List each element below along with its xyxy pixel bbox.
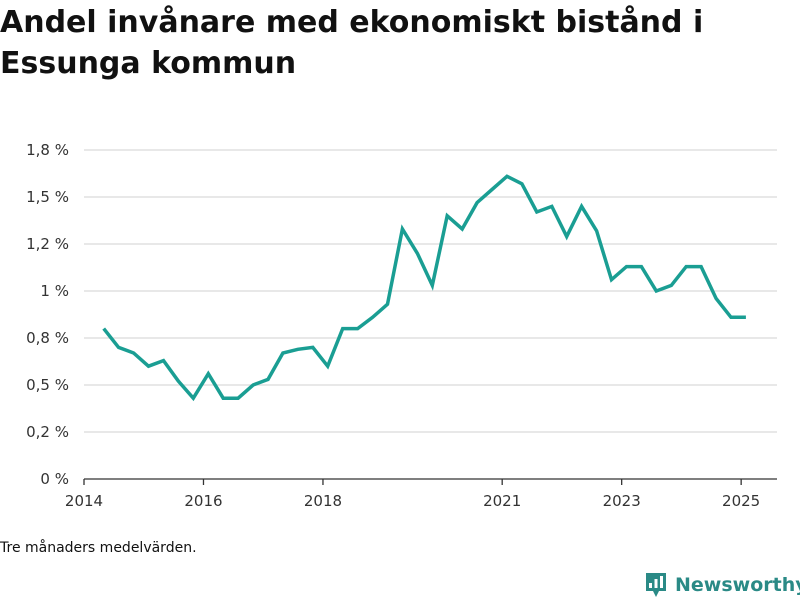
bar-chart-badge-icon	[646, 573, 666, 597]
y-tick-label: 1 %	[40, 282, 69, 300]
y-tick-label: 1,8 %	[26, 141, 69, 159]
x-tick-label: 2018	[304, 492, 342, 510]
y-tick-label: 0,2 %	[26, 423, 69, 441]
y-tick-label: 0 %	[40, 470, 69, 488]
x-tick-label: 2016	[184, 492, 222, 510]
x-tick-label: 2025	[722, 492, 760, 510]
x-tick-label: 2023	[603, 492, 641, 510]
brand-logo[interactable]: Newsworthy	[644, 570, 800, 600]
chart-title: Andel invånare med ekonomiskt bistånd i …	[0, 5, 704, 81]
series-line	[102, 174, 746, 402]
brand-name: Newsworthy	[675, 574, 800, 596]
series-group	[102, 174, 746, 402]
x-tick-label: 2021	[483, 492, 521, 510]
y-tick-label: 1,5 %	[26, 188, 69, 206]
line-chart: 0 % 0,2 % 0,5 % 0,8 % 1 % 1,2 % 1,5 % 1,8 % 201…	[26, 141, 777, 510]
y-axis-tick-labels: 0 % 0,2 % 0,5 % 0,8 % 1 % 1,2 % 1,5 % 1,8 %	[26, 141, 69, 488]
x-axis-ticks: 2014 2016 2018 2021 2023 2025	[65, 479, 760, 510]
y-tick-label: 0,5 %	[26, 376, 69, 394]
footnote: Tre månaders medelvärden.	[0, 540, 197, 556]
y-tick-label: 0,8 %	[26, 329, 69, 347]
x-tick-label: 2014	[65, 492, 103, 510]
y-gridlines	[84, 149, 777, 433]
y-tick-label: 1,2 %	[26, 235, 69, 253]
